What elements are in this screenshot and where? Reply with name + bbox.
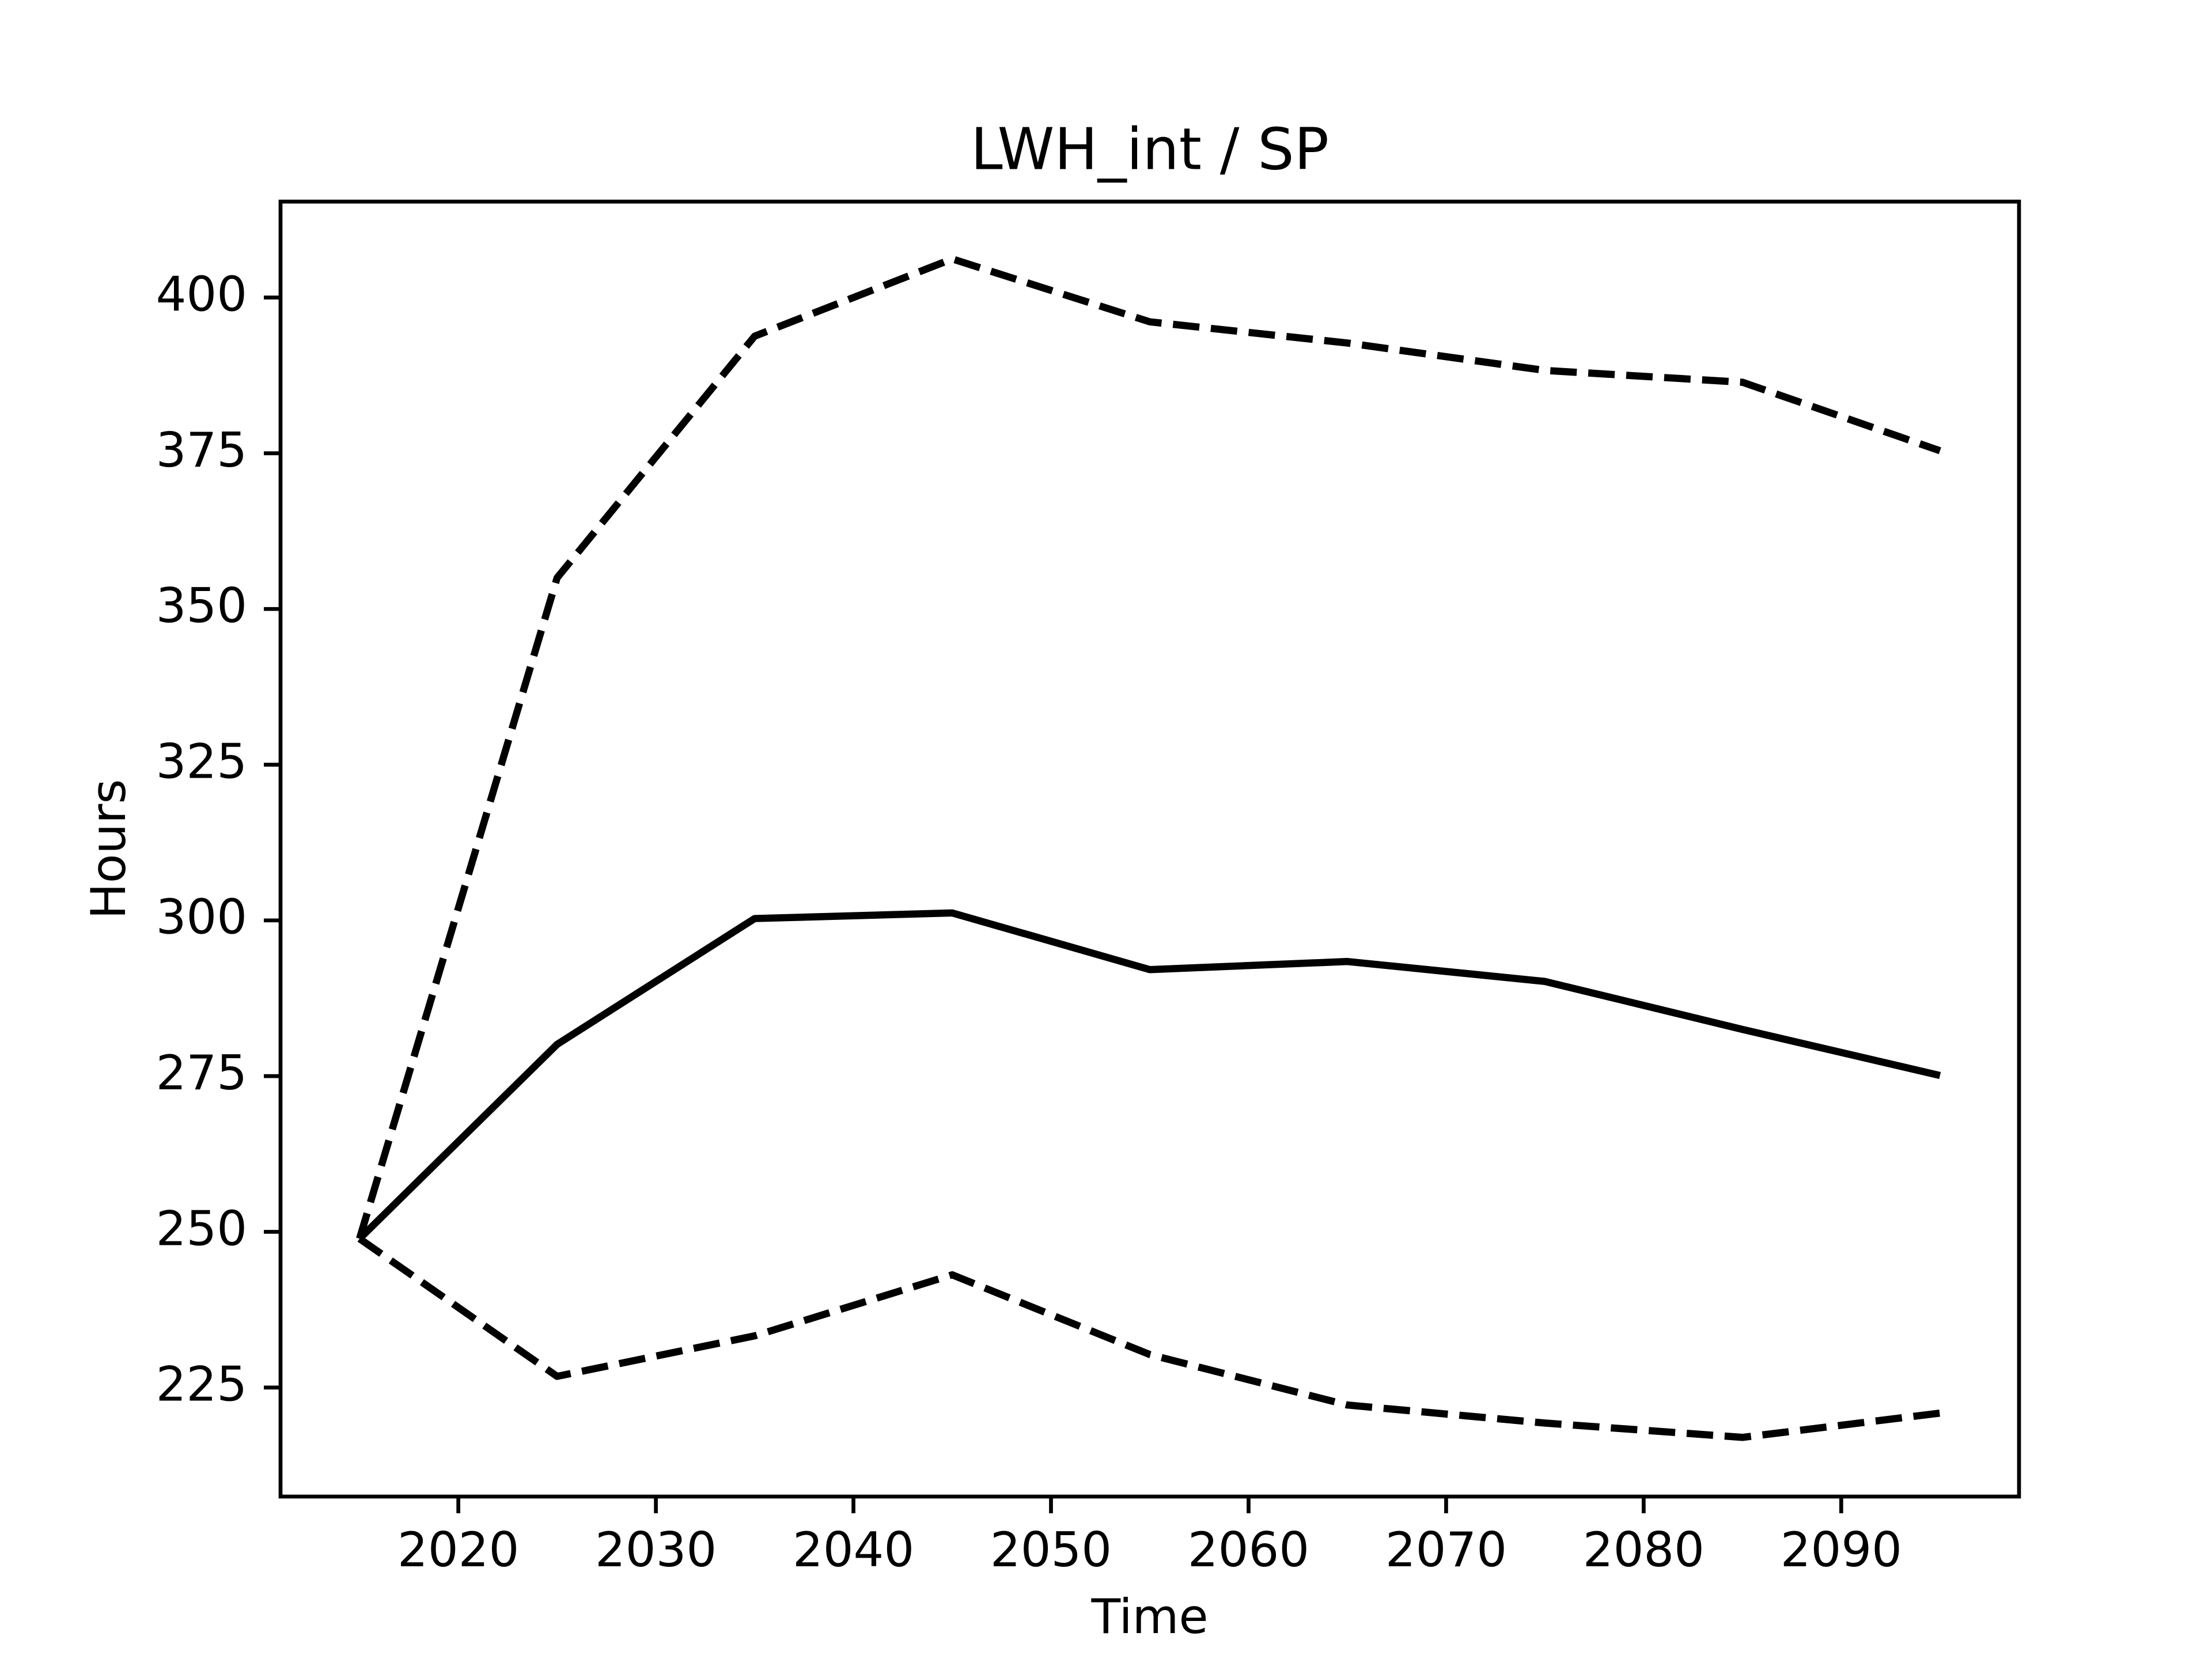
y-tick-label: 400 xyxy=(156,266,247,322)
y-tick-label: 325 xyxy=(156,733,247,789)
y-tick-label: 225 xyxy=(156,1357,247,1412)
x-tick-label: 2070 xyxy=(1385,1522,1507,1578)
x-tick-label: 2040 xyxy=(793,1522,914,1578)
x-tick-label: 2090 xyxy=(1781,1522,1902,1578)
x-tick-label: 2030 xyxy=(595,1522,717,1578)
chart-title: LWH_int / SP xyxy=(971,115,1329,183)
x-tick-label: 2060 xyxy=(1188,1522,1309,1578)
x-axis-label: Time xyxy=(1090,1589,1208,1645)
y-tick-label: 275 xyxy=(156,1045,247,1101)
series-line xyxy=(356,255,1941,1240)
plot-frame xyxy=(278,199,2021,1499)
series-line xyxy=(357,1236,1941,1441)
x-tick-label: 2020 xyxy=(397,1522,519,1578)
y-axis-label: Hours xyxy=(81,779,137,919)
series-line xyxy=(357,909,1941,1241)
x-tick-label: 2080 xyxy=(1583,1522,1705,1578)
x-tick-label: 2050 xyxy=(990,1522,1112,1578)
y-tick-label: 375 xyxy=(156,422,247,478)
y-tick-label: 250 xyxy=(156,1200,247,1256)
y-tick-label: 350 xyxy=(156,578,247,634)
y-tick-label: 300 xyxy=(156,889,247,945)
